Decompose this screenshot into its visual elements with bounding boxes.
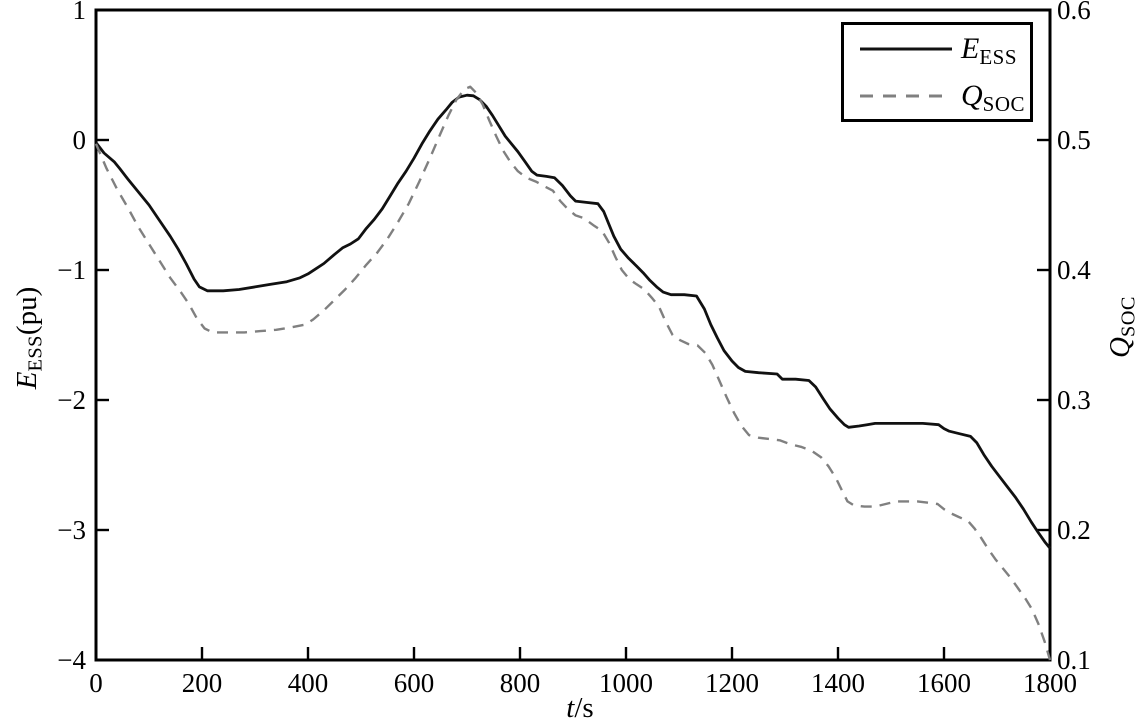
x-tick-label: 1600 — [917, 668, 971, 698]
y-tick-label-left: 1 — [72, 0, 87, 25]
y-axis-label-right-symbol: Q — [1104, 337, 1136, 358]
y-tick-label-right: 0.2 — [1057, 515, 1091, 545]
legend-label-eess: EESS — [961, 31, 1018, 69]
series-line-q_soc — [94, 85, 1052, 661]
legend-line-solid-icon — [860, 47, 952, 50]
y-tick-label-right: 0.3 — [1057, 385, 1091, 415]
y-tick-label-right: 0.1 — [1057, 645, 1091, 675]
x-tick-label: 400 — [287, 668, 329, 698]
x-axis-label: t/s — [535, 690, 625, 726]
y-axis-label-left-subscript: ESS — [24, 335, 47, 372]
legend-label-qsoc: QSOC — [961, 78, 1026, 116]
x-tick-label: 1800 — [1023, 668, 1077, 698]
x-axis-label-symbol: t — [566, 692, 575, 724]
x-tick-label: 0 — [89, 668, 103, 698]
x-tick-label: 800 — [499, 668, 541, 698]
legend: EESS QSOC — [841, 22, 1033, 122]
y-axis-label-right-subscript: SOC — [1117, 296, 1140, 338]
y-tick-label-left: −4 — [57, 645, 86, 675]
x-tick-label: 1000 — [599, 668, 653, 698]
y-tick-label-left: −3 — [57, 515, 86, 545]
legend-qsoc-subscript: SOC — [982, 91, 1026, 116]
y-axis-label-left-suffix: (pu) — [11, 286, 43, 336]
x-axis-label-suffix: /s — [574, 692, 594, 724]
x-tick-label: 1200 — [705, 668, 759, 698]
x-tick-label: 200 — [181, 668, 223, 698]
legend-line-dashed-icon — [860, 94, 952, 97]
y-tick-label-right: 0.4 — [1057, 255, 1091, 285]
y-tick-label-left: 0 — [72, 125, 87, 155]
y-tick-label-right: 0.6 — [1057, 0, 1091, 25]
legend-entry-qsoc: QSOC — [844, 74, 1030, 118]
plot-frame — [94, 8, 1052, 662]
y-tick-label-left: −2 — [57, 385, 86, 415]
series-line-e_ess — [94, 93, 1052, 550]
x-tick-label: 1400 — [811, 668, 865, 698]
y-tick-label-right: 0.5 — [1057, 125, 1091, 155]
x-tick-label: 600 — [393, 668, 435, 698]
legend-eess-subscript: ESS — [979, 44, 1018, 69]
legend-eess-symbol: E — [961, 31, 980, 65]
legend-entry-eess: EESS — [844, 27, 1030, 71]
legend-qsoc-symbol: Q — [961, 78, 983, 112]
y-tick-label-left: −1 — [57, 255, 86, 285]
